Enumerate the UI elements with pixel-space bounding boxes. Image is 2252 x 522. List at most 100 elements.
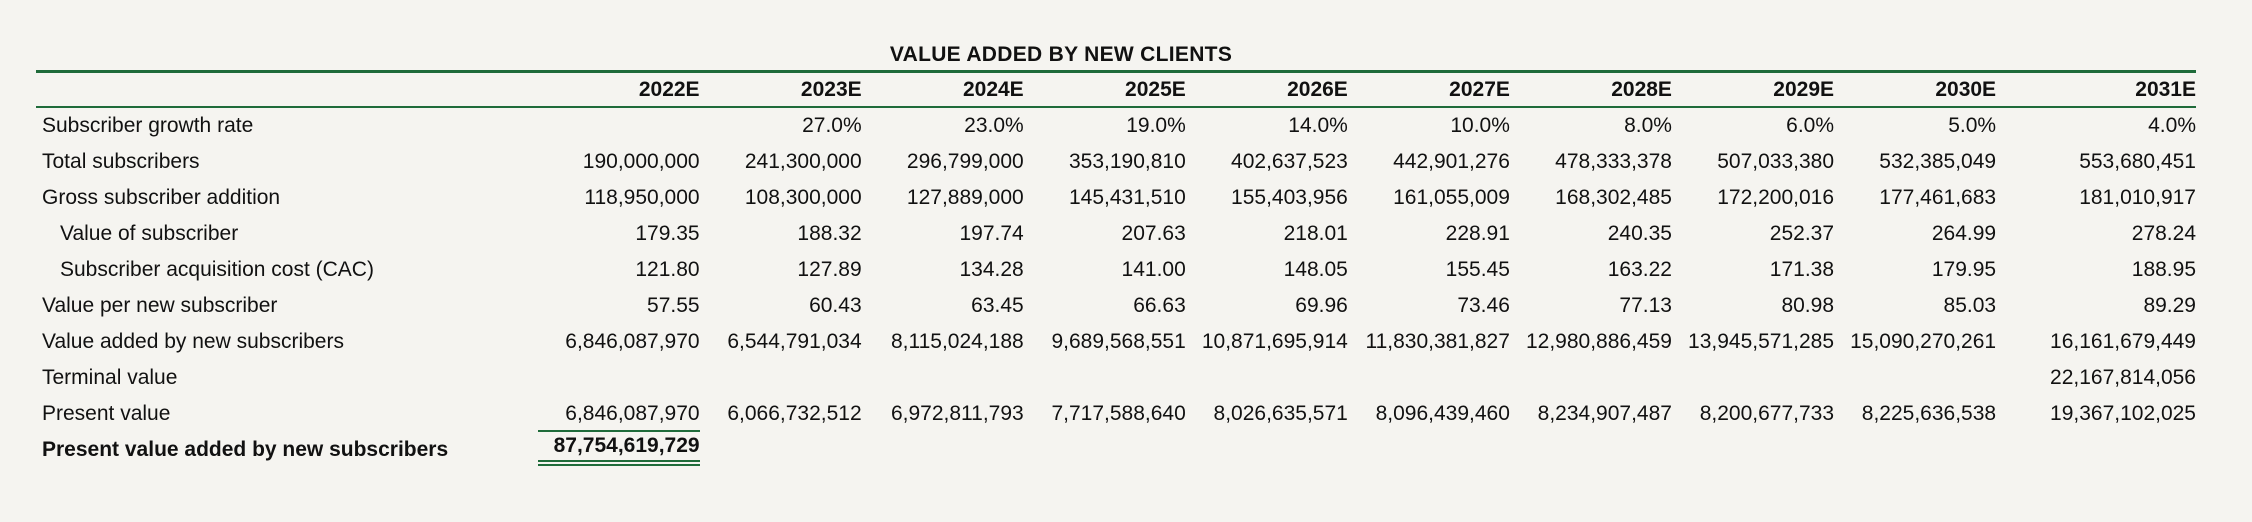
cell-value: 118,950,000 — [584, 186, 700, 209]
cell-value: 8,096,439,460 — [1375, 402, 1510, 425]
cell-value: 8,225,636,538 — [1861, 402, 1997, 425]
cell-value: 108,300,000 — [744, 186, 862, 209]
cell-value: 10,871,695,914 — [1201, 330, 1348, 353]
cell-value: 6,544,791,034 — [727, 330, 862, 353]
year-header: 2025E — [1125, 77, 1186, 101]
value-added-body: Subscriber growth rate 27.0% 23.0% 19.0%… — [36, 108, 2196, 468]
cell-value: 9,689,568,551 — [1051, 330, 1186, 353]
table-title: VALUE ADDED BY NEW CLIENTS — [889, 43, 1233, 66]
cell-value: 179.95 — [1931, 258, 1997, 281]
row-label: Value per new subscriber — [42, 294, 278, 317]
cell-value: 66.63 — [1133, 294, 1186, 317]
row-label: Subscriber acquisition cost (CAC) — [60, 258, 374, 281]
cell-value: 77.13 — [1619, 294, 1672, 317]
cell-value: 69.96 — [1295, 294, 1348, 317]
row-label: Total subscribers — [42, 150, 200, 173]
cell-value: 6,846,087,970 — [537, 396, 700, 432]
cell-value: 197.74 — [959, 222, 1024, 245]
row-value-added-by-new-subscribers: Value added by new subscribers 6,846,087… — [36, 324, 2196, 360]
cell-value: 13,945,571,285 — [1688, 330, 1835, 353]
cell-value — [1024, 360, 1186, 396]
cell-value: 478,333,378 — [1555, 150, 1672, 173]
cell-value: 127,889,000 — [906, 186, 1024, 209]
cell-value: 23.0% — [964, 114, 1024, 137]
year-header: 2029E — [1773, 77, 1835, 101]
double-underline — [537, 460, 700, 466]
empty-cell — [1996, 432, 2196, 468]
row-label: Present value — [42, 402, 171, 425]
cell-value — [538, 108, 700, 144]
cell-value: 11,830,381,827 — [1365, 330, 1510, 353]
cell-value: 121.80 — [635, 258, 700, 281]
cell-value: 168,302,485 — [1555, 186, 1672, 209]
empty-cell — [1348, 432, 1510, 468]
cell-value: 6.0% — [1786, 114, 1835, 137]
header-top-rule — [36, 70, 2196, 73]
cell-value: 252.37 — [1769, 222, 1835, 245]
cell-value: 7,717,588,640 — [1051, 402, 1186, 425]
cell-value: 402,637,523 — [1231, 150, 1348, 173]
cell-value: 278.24 — [2131, 222, 2196, 245]
row-label: Terminal value — [42, 366, 178, 389]
cell-value: 63.45 — [971, 294, 1024, 317]
cell-value: 188.95 — [2131, 258, 2196, 281]
cell-value — [862, 360, 1024, 396]
cell-value: 6,972,811,793 — [890, 402, 1024, 425]
cell-value: 442,901,276 — [1393, 150, 1510, 173]
header-label-cell — [36, 73, 538, 106]
cell-value: 8,026,635,571 — [1213, 402, 1348, 425]
cell-value — [1348, 360, 1510, 396]
cell-value: 532,385,049 — [1879, 150, 1997, 173]
cell-value: 16,161,679,449 — [2050, 330, 2196, 353]
sum-underline — [537, 430, 700, 432]
total-value-cell: 87,754,619,729 — [537, 432, 700, 468]
cell-value: 155.45 — [1445, 258, 1510, 281]
header-bottom-rule — [36, 106, 2196, 108]
cell-value: 264.99 — [1931, 222, 1997, 245]
cell-value: 5.0% — [1948, 114, 1997, 137]
cell-value: 179.35 — [635, 222, 700, 245]
cell-value: 134.28 — [959, 258, 1024, 281]
cell-value: 8.0% — [1624, 114, 1672, 137]
cell-value: 19,367,102,025 — [2050, 402, 2196, 425]
year-header: 2026E — [1287, 77, 1348, 101]
row-present-value: Present value 6,846,087,970 6,066,732,51… — [36, 396, 2196, 432]
year-header: 2024E — [962, 77, 1024, 101]
cell-value: 507,033,380 — [1717, 150, 1835, 173]
cell-value: 228.91 — [1445, 222, 1510, 245]
cell-value: 145,431,510 — [1068, 186, 1186, 209]
cell-value: 148.05 — [1283, 258, 1348, 281]
row-subscriber-acquisition-cost: Subscriber acquisition cost (CAC) 121.80… — [36, 252, 2196, 288]
cell-value: 10.0% — [1450, 114, 1510, 137]
cell-value: 6,846,087,970 — [565, 330, 700, 353]
year-header: 2027E — [1449, 77, 1510, 101]
empty-cell — [1186, 432, 1348, 468]
cell-value: 60.43 — [809, 294, 862, 317]
empty-cell — [862, 432, 1024, 468]
cell-value: 141.00 — [1121, 258, 1186, 281]
empty-cell — [1672, 432, 1834, 468]
cell-value: 188.32 — [797, 222, 862, 245]
cell-value: 240.35 — [1607, 222, 1672, 245]
empty-cell — [1024, 432, 1186, 468]
row-value-of-subscriber: Value of subscriber 179.35 188.32 197.74… — [36, 216, 2196, 252]
cell-value — [1834, 360, 1996, 396]
cell-value — [700, 360, 862, 396]
row-label: Gross subscriber addition — [42, 186, 281, 209]
empty-cell — [700, 432, 862, 468]
cell-value: 85.03 — [1943, 294, 1997, 317]
cell-value: 8,115,024,188 — [890, 330, 1024, 353]
cell-value: 218.01 — [1283, 222, 1348, 245]
empty-cell — [1510, 432, 1672, 468]
cell-value: 177,461,683 — [1879, 186, 1997, 209]
row-total-present-value: Present value added by new subscribers 8… — [36, 432, 2196, 468]
cell-value: 181,010,917 — [2079, 186, 2196, 209]
year-header: 2022E — [638, 77, 700, 101]
cell-value: 12,980,886,459 — [1525, 330, 1672, 353]
row-label: Value of subscriber — [60, 222, 239, 245]
cell-value: 172,200,016 — [1717, 186, 1835, 209]
valuation-sheet: VALUE ADDED BY NEW CLIENTS 2022E 2023E 2… — [36, 40, 2196, 468]
year-header: 2031E — [2135, 77, 2196, 101]
cell-value: 353,190,810 — [1068, 150, 1186, 173]
cell-value: 22,167,814,056 — [2050, 366, 2196, 389]
